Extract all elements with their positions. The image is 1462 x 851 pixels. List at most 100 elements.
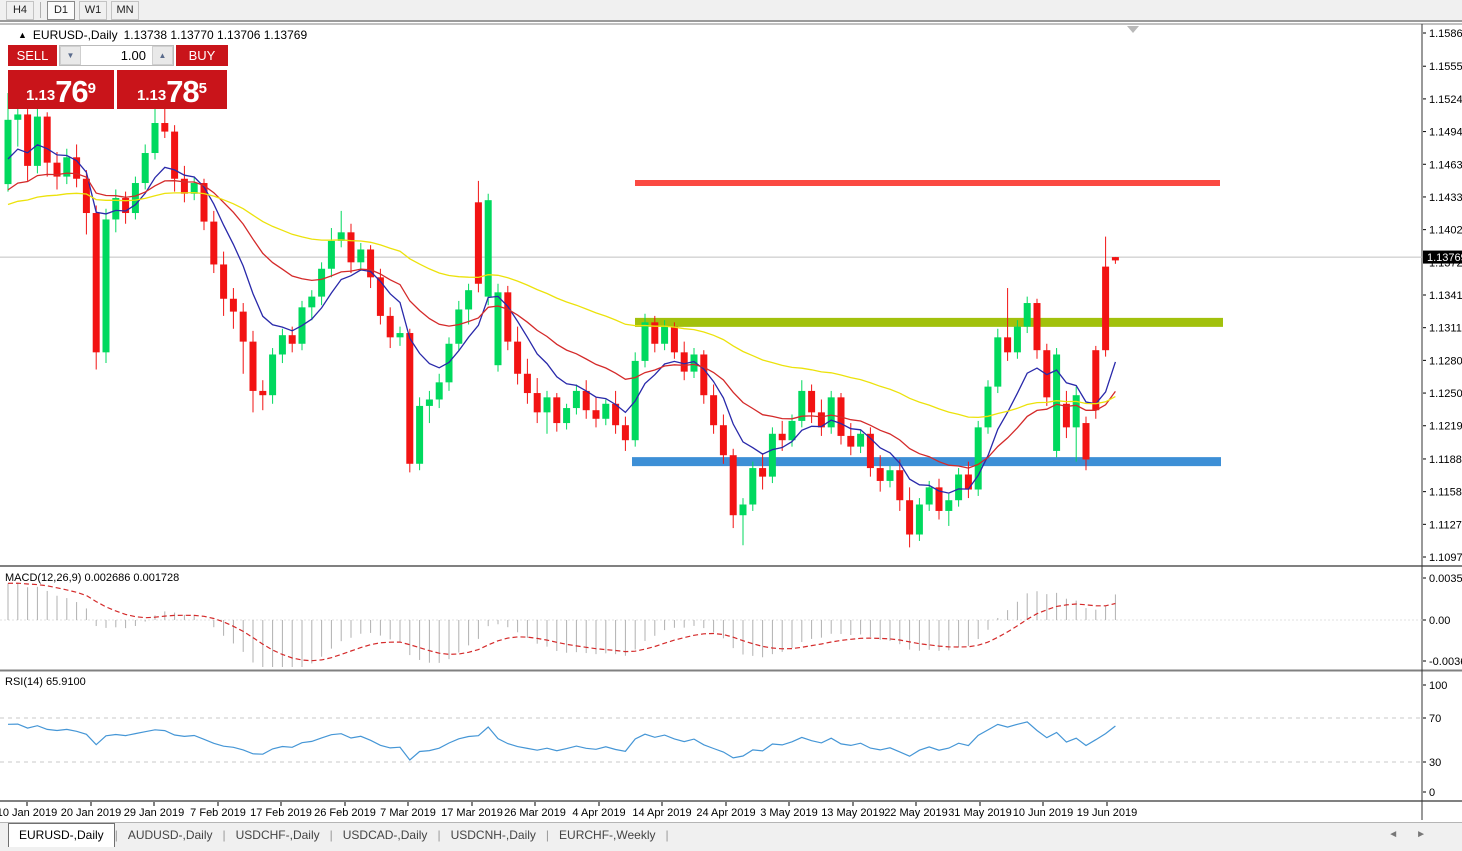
- candle: [435, 382, 443, 400]
- candle: [24, 114, 32, 166]
- candle: [122, 198, 130, 214]
- one-click-trade-panel: SELL ▼ 1.00 ▲ BUY 1.13 76 9 1.13 78 5: [8, 45, 228, 109]
- buy-price[interactable]: 1.13 78 5: [117, 70, 227, 109]
- tab-scroll-arrows[interactable]: ◄►: [1388, 829, 1444, 840]
- symbol-period-label: EURUSD-,Daily: [32, 28, 118, 42]
- svg-text:1.14330: 1.14330: [1429, 192, 1462, 204]
- candle: [553, 397, 561, 424]
- volume-input[interactable]: 1.00: [120, 48, 146, 63]
- tab-divider: |: [114, 828, 118, 842]
- candle: [249, 341, 257, 391]
- collapse-triangle-icon[interactable]: ▲: [18, 30, 27, 40]
- price-axis[interactable]: 1.15860 1.15550 1.15245 1.14940 1.14635 1.143…: [1423, 28, 1462, 564]
- buy-price-prefix: 1.13: [136, 87, 167, 104]
- candle: [1053, 354, 1061, 451]
- svg-text:1.13110: 1.13110: [1429, 323, 1462, 335]
- candle: [798, 390, 806, 421]
- candle: [190, 183, 198, 194]
- svg-text:0.00: 0.00: [1429, 615, 1450, 627]
- candle: [406, 333, 414, 464]
- candle: [563, 408, 571, 424]
- candle: [239, 311, 247, 342]
- svg-text:1.14635: 1.14635: [1429, 159, 1462, 171]
- svg-text:19 Jun 2019: 19 Jun 2019: [1077, 807, 1138, 819]
- candle: [641, 322, 649, 361]
- svg-text:1.14940: 1.14940: [1429, 127, 1462, 139]
- chart-tab-usdcnh[interactable]: USDCNH-,Daily: [450, 828, 536, 842]
- candle: [974, 427, 982, 490]
- candle: [82, 178, 90, 214]
- svg-text:14 Apr 2019: 14 Apr 2019: [632, 807, 691, 819]
- candle: [474, 202, 482, 284]
- candle: [1102, 266, 1110, 351]
- candle: [53, 162, 61, 177]
- candle: [504, 292, 512, 342]
- timeframe-button-mn[interactable]: MN: [111, 0, 139, 20]
- candle: [788, 420, 796, 441]
- timeframe-button-w1[interactable]: W1: [79, 0, 107, 20]
- macd-label: MACD(12,26,9) 0.002686 0.001728: [5, 572, 179, 584]
- candle: [857, 433, 865, 447]
- svg-text:22 May 2019: 22 May 2019: [884, 807, 948, 819]
- tab-divider: |: [329, 828, 333, 842]
- chart-title: ▲ EURUSD-,Daily 1.13738 1.13770 1.13706 …: [18, 28, 307, 42]
- candle: [670, 326, 678, 353]
- candle: [465, 290, 473, 310]
- candle: [73, 157, 81, 179]
- timeframe-button-h4[interactable]: H4: [6, 0, 34, 20]
- candle: [964, 474, 972, 490]
- candle: [739, 504, 747, 516]
- candle: [416, 405, 424, 464]
- candle: [229, 298, 237, 312]
- candle: [945, 500, 953, 511]
- chart-tab-eurusd[interactable]: EURUSD-,Daily: [8, 823, 115, 847]
- tab-divider: |: [222, 828, 226, 842]
- candle: [63, 157, 71, 177]
- svg-text:1.11275: 1.11275: [1429, 519, 1462, 531]
- macd-panel: MACD(12,26,9) 0.002686 0.001728 0.003518 0…: [0, 572, 1462, 668]
- chart-tab-eurchf[interactable]: EURCHF-,Weekly: [559, 828, 656, 842]
- candle: [915, 504, 923, 535]
- shift-marker-icon[interactable]: [1127, 26, 1139, 33]
- chart-tab-usdcad[interactable]: USDCAD-,Daily: [342, 828, 428, 842]
- candle: [523, 373, 531, 394]
- svg-text:1.13415: 1.13415: [1429, 290, 1462, 302]
- candle: [602, 403, 610, 419]
- svg-text:4 Apr 2019: 4 Apr 2019: [572, 807, 625, 819]
- candle: [866, 433, 874, 469]
- candle: [102, 219, 110, 353]
- ma-line-medium: [7, 172, 1116, 469]
- svg-text:7 Feb 2019: 7 Feb 2019: [190, 807, 246, 819]
- candle: [425, 399, 433, 406]
- tab-divider: |: [437, 828, 441, 842]
- svg-text:1.15245: 1.15245: [1429, 94, 1462, 106]
- candle: [337, 232, 345, 241]
- sell-price[interactable]: 1.13 76 9: [8, 70, 114, 109]
- candle: [92, 213, 100, 353]
- ma-line-slow: [7, 191, 1116, 419]
- date-axis[interactable]: 10 Jan 2019 20 Jan 2019 29 Jan 2019 7 Feb 2…: [0, 802, 1137, 819]
- buy-button[interactable]: BUY: [174, 45, 228, 66]
- candle: [455, 309, 463, 344]
- svg-text:7 Mar 2019: 7 Mar 2019: [380, 807, 436, 819]
- candle: [367, 249, 375, 278]
- candle: [925, 487, 933, 505]
- svg-text:1.15550: 1.15550: [1429, 61, 1462, 73]
- svg-text:20 Jan 2019: 20 Jan 2019: [61, 807, 122, 819]
- sell-button[interactable]: SELL: [8, 45, 59, 66]
- svg-text:1.11580: 1.11580: [1429, 487, 1462, 499]
- chart-tab-usdchf[interactable]: USDCHF-,Daily: [235, 828, 320, 842]
- buy-price-sup: 5: [198, 80, 208, 97]
- volume-down-icon[interactable]: ▼: [60, 46, 81, 65]
- rsi-panel: RSI(14) 65.9100 100 70 30 0: [0, 676, 1447, 799]
- candle: [308, 296, 316, 308]
- timeframe-button-d1[interactable]: D1: [47, 0, 75, 20]
- chart-tab-audusd[interactable]: AUDUSD-,Daily: [127, 828, 213, 842]
- candle: [533, 393, 541, 413]
- candle: [808, 390, 816, 413]
- svg-text:29 Jan 2019: 29 Jan 2019: [124, 807, 185, 819]
- volume-up-icon[interactable]: ▲: [152, 46, 173, 65]
- candle: [141, 153, 149, 184]
- candle: [612, 403, 620, 426]
